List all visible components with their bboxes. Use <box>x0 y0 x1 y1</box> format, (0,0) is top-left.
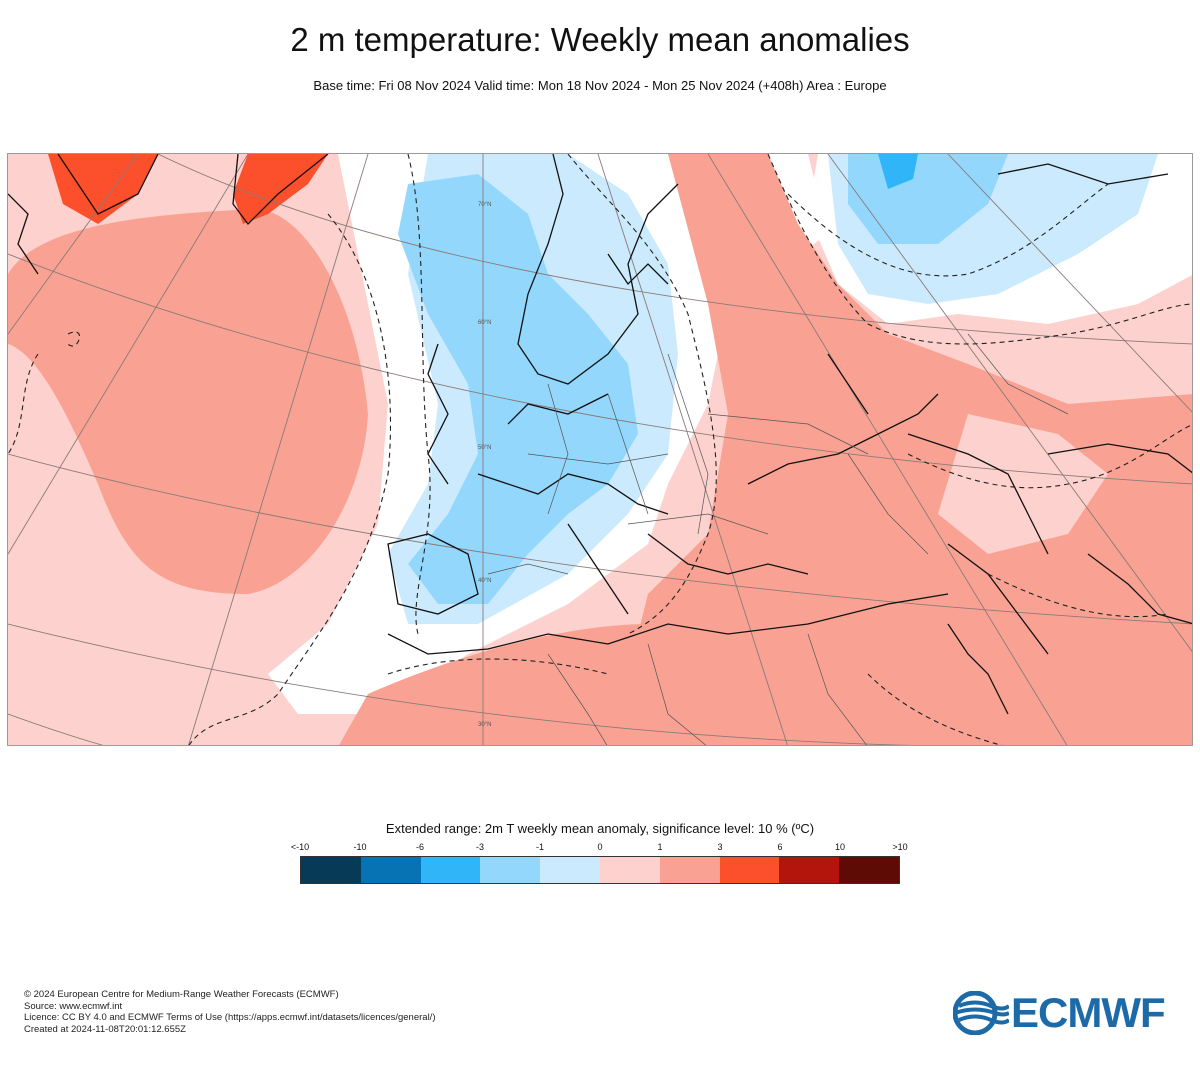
anomaly-fill-greenland-east <box>233 154 328 224</box>
borders <box>487 333 1069 745</box>
significance-contours <box>8 154 1192 745</box>
anomaly-fill-north-cold <box>878 154 918 189</box>
legend-swatch-9 <box>839 857 899 883</box>
legend-tick-label: 3 <box>717 842 723 852</box>
anomaly-fill-east-warm <box>628 154 1192 745</box>
legend-tick-label: <-10 <box>290 842 310 852</box>
ecmwf-logo: ECMWF <box>953 991 1183 1035</box>
legend-swatch-7 <box>719 857 780 883</box>
graticule <box>8 154 1192 745</box>
footer-source: Source: www.ecmwf.int <box>24 1000 123 1012</box>
anomaly-fill-africa-warm <box>339 624 807 745</box>
footer-licence: Licence: CC BY 4.0 and ECMWF Terms of Us… <box>24 1012 436 1023</box>
legend-ticks: <-10 -10 -6 -3 -1 0 1 3 6 10 >10 <box>291 842 908 854</box>
anomaly-map: 70°N 60°N 50°N 40°N 30°N <box>7 153 1193 746</box>
legend-swatch-0 <box>301 857 361 883</box>
legend-tick-label: -3 <box>475 842 485 852</box>
coastlines <box>8 154 1192 715</box>
grid-label-30n: 30°N <box>478 722 491 728</box>
legend-swatch-8 <box>779 857 840 883</box>
legend-tick-label: 10 <box>834 842 846 852</box>
legend-title: Extended range: 2m T weekly mean anomaly… <box>385 821 815 836</box>
legend-tick-label: 0 <box>597 842 603 852</box>
legend-swatch-2 <box>420 857 481 883</box>
footer-created: Created at 2024-11-08T20:01:12.655Z <box>24 1023 186 1035</box>
legend-swatch-4 <box>540 857 600 883</box>
page-title: 2 m temperature: Weekly mean anomalies <box>290 21 910 58</box>
grid-label-40n: 40°N <box>478 578 491 584</box>
legend-tick-label: >10 <box>892 842 908 852</box>
footer-copyright: © 2024 European Centre for Medium-Range … <box>24 989 339 1000</box>
legend-tick-label: -6 <box>415 842 425 852</box>
footer: © 2024 European Centre for Medium-Range … <box>24 989 436 1035</box>
legend-swatch-5 <box>599 857 660 883</box>
grid-label-50n: 50°N <box>478 445 491 451</box>
map-canvas: 70°N 60°N 50°N 40°N 30°N <box>8 154 1192 745</box>
grid-label-70n: 70°N <box>478 202 491 208</box>
legend-swatch-3 <box>480 857 541 883</box>
legend-tick-label: -10 <box>353 842 367 852</box>
legend-tick-label: -1 <box>535 842 545 852</box>
page-subtitle: Base time: Fri 08 Nov 2024 Valid time: M… <box>313 78 887 93</box>
legend-swatch-6 <box>659 857 720 883</box>
legend-tick-label: 1 <box>657 842 663 852</box>
grid-labels: 70°N 60°N 50°N 40°N 30°N <box>478 202 491 728</box>
ecmwf-logo-icon <box>953 991 1009 1035</box>
anomaly-fill-atlantic <box>8 209 368 594</box>
anomaly-fill-cool <box>398 174 638 604</box>
anomaly-fill-greenland-west <box>48 154 158 224</box>
legend-swatch-1 <box>360 857 421 883</box>
grid-label-60n: 60°N <box>478 320 491 326</box>
ecmwf-logo-text: ECMWF <box>1011 989 1166 1036</box>
legend-tick-label: 6 <box>777 842 783 852</box>
legend-colorbar <box>300 856 900 884</box>
anomaly-fill-east-mild <box>938 414 1108 554</box>
